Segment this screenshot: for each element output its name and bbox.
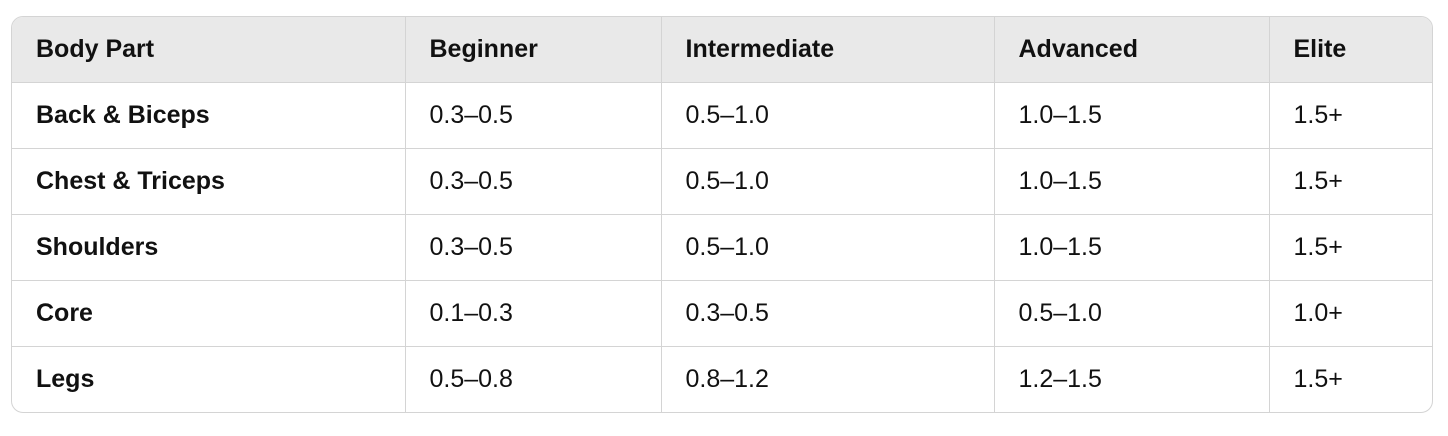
cell-elite: 1.0+ bbox=[1269, 280, 1432, 347]
cell-advanced: 1.2–1.5 bbox=[994, 346, 1270, 412]
data-table-container: Body Part Beginner Intermediate Advanced… bbox=[11, 16, 1433, 413]
cell-intermediate: 0.5–1.0 bbox=[661, 214, 995, 281]
cell-advanced: 0.5–1.0 bbox=[994, 280, 1270, 347]
cell-beginner: 0.3–0.5 bbox=[405, 82, 662, 149]
cell-elite: 1.5+ bbox=[1269, 214, 1432, 281]
row-label: Back & Biceps bbox=[12, 82, 406, 149]
cell-advanced: 1.0–1.5 bbox=[994, 82, 1270, 149]
cell-advanced: 1.0–1.5 bbox=[994, 214, 1270, 281]
table-header: Body Part Beginner Intermediate Advanced… bbox=[12, 17, 1432, 83]
cell-beginner: 0.5–0.8 bbox=[405, 346, 662, 412]
table-row: Shoulders 0.3–0.5 0.5–1.0 1.0–1.5 1.5+ bbox=[12, 214, 1432, 281]
cell-intermediate: 0.5–1.0 bbox=[661, 148, 995, 215]
row-label: Core bbox=[12, 280, 406, 347]
row-label: Chest & Triceps bbox=[12, 148, 406, 215]
cell-advanced: 1.0–1.5 bbox=[994, 148, 1270, 215]
strength-level-table: Body Part Beginner Intermediate Advanced… bbox=[12, 17, 1432, 412]
table-row: Back & Biceps 0.3–0.5 0.5–1.0 1.0–1.5 1.… bbox=[12, 82, 1432, 149]
header-elite: Elite bbox=[1269, 17, 1432, 83]
cell-elite: 1.5+ bbox=[1293, 364, 1343, 393]
cell-intermediate: 0.5–1.0 bbox=[661, 82, 995, 149]
table-body: Back & Biceps 0.3–0.5 0.5–1.0 1.0–1.5 1.… bbox=[12, 82, 1432, 412]
cell-elite: 1.5+ bbox=[1269, 82, 1432, 149]
row-label: Shoulders bbox=[12, 214, 406, 281]
table-row: Chest & Triceps 0.3–0.5 0.5–1.0 1.0–1.5 … bbox=[12, 148, 1432, 215]
table-row: Legs 0.5–0.8 0.8–1.2 1.2–1.5 1.5+ bbox=[12, 346, 1432, 412]
cell-beginner: 0.1–0.3 bbox=[405, 280, 662, 347]
cell-intermediate: 0.8–1.2 bbox=[661, 346, 995, 412]
header-body-part: Body Part bbox=[12, 17, 406, 83]
cell-intermediate: 0.3–0.5 bbox=[661, 280, 995, 347]
cell-elite: 1.5+ bbox=[1269, 148, 1432, 215]
header-intermediate: Intermediate bbox=[661, 17, 995, 83]
cell-beginner: 0.3–0.5 bbox=[405, 214, 662, 281]
cell-beginner: 0.3–0.5 bbox=[405, 148, 662, 215]
header-row: Body Part Beginner Intermediate Advanced… bbox=[12, 17, 1432, 83]
row-label: Legs bbox=[12, 346, 406, 412]
header-advanced: Advanced bbox=[994, 17, 1270, 83]
table-row: Core 0.1–0.3 0.3–0.5 0.5–1.0 1.0+ bbox=[12, 280, 1432, 347]
header-beginner: Beginner bbox=[405, 17, 662, 83]
